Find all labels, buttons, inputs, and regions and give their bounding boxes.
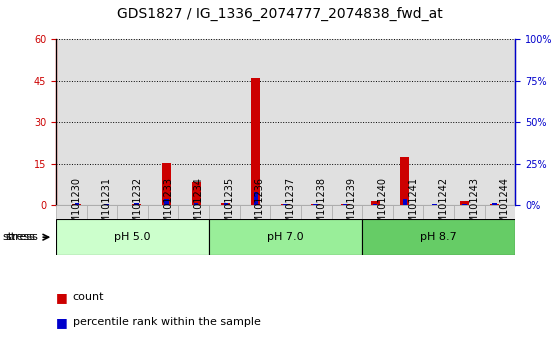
Bar bbox=[254, 192, 258, 205]
Bar bbox=[362, 205, 393, 219]
Text: GSM101236: GSM101236 bbox=[255, 177, 265, 236]
Bar bbox=[484, 205, 515, 219]
Bar bbox=[454, 205, 484, 219]
Text: GSM101231: GSM101231 bbox=[102, 177, 112, 236]
Bar bbox=[492, 203, 497, 205]
Bar bbox=[209, 219, 362, 255]
Bar bbox=[194, 203, 198, 205]
Bar bbox=[373, 204, 377, 205]
Bar bbox=[192, 182, 200, 205]
Bar bbox=[283, 204, 288, 205]
Bar bbox=[371, 201, 380, 205]
Text: stress: stress bbox=[3, 232, 36, 242]
Bar bbox=[490, 204, 499, 205]
Bar bbox=[56, 205, 87, 219]
Bar bbox=[56, 219, 209, 255]
Bar bbox=[423, 205, 454, 219]
Text: ■: ■ bbox=[56, 316, 68, 329]
Text: GSM101239: GSM101239 bbox=[347, 177, 357, 236]
Text: GSM101243: GSM101243 bbox=[469, 177, 479, 236]
Bar bbox=[222, 203, 230, 205]
Text: GSM101230: GSM101230 bbox=[71, 177, 81, 236]
Bar bbox=[462, 204, 466, 205]
Text: GSM101234: GSM101234 bbox=[194, 177, 204, 236]
Bar bbox=[332, 205, 362, 219]
Bar bbox=[460, 201, 469, 205]
Bar bbox=[343, 204, 347, 205]
Bar bbox=[393, 205, 423, 219]
Text: GSM101241: GSM101241 bbox=[408, 177, 418, 236]
Bar bbox=[301, 205, 332, 219]
Bar bbox=[105, 204, 109, 205]
Bar bbox=[148, 205, 179, 219]
Bar bbox=[164, 200, 169, 205]
Bar bbox=[403, 200, 407, 205]
Bar bbox=[270, 205, 301, 219]
Text: GSM101237: GSM101237 bbox=[286, 177, 296, 236]
Text: GSM101235: GSM101235 bbox=[225, 177, 235, 236]
Text: count: count bbox=[73, 292, 104, 302]
Bar bbox=[209, 205, 240, 219]
Text: percentile rank within the sample: percentile rank within the sample bbox=[73, 317, 260, 327]
Bar bbox=[240, 205, 270, 219]
Bar bbox=[87, 205, 117, 219]
Text: GSM101232: GSM101232 bbox=[133, 177, 143, 236]
Text: ■: ■ bbox=[56, 291, 68, 304]
Bar bbox=[179, 205, 209, 219]
Text: GSM101242: GSM101242 bbox=[438, 177, 449, 236]
Text: pH 8.7: pH 8.7 bbox=[421, 232, 457, 242]
Text: GSM101244: GSM101244 bbox=[500, 177, 510, 236]
Text: GSM101233: GSM101233 bbox=[163, 177, 173, 236]
Bar bbox=[400, 157, 409, 205]
Bar bbox=[134, 203, 139, 205]
Bar bbox=[362, 219, 515, 255]
Text: pH 7.0: pH 7.0 bbox=[267, 232, 304, 242]
Text: pH 5.0: pH 5.0 bbox=[114, 232, 151, 242]
Text: GSM101240: GSM101240 bbox=[377, 177, 388, 236]
Text: stress: stress bbox=[6, 232, 39, 242]
Bar bbox=[224, 203, 228, 205]
Bar bbox=[74, 203, 79, 205]
Bar bbox=[251, 78, 260, 205]
Bar bbox=[313, 204, 318, 205]
Bar bbox=[117, 205, 148, 219]
Bar bbox=[432, 204, 437, 205]
Text: GDS1827 / IG_1336_2074777_2074838_fwd_at: GDS1827 / IG_1336_2074777_2074838_fwd_at bbox=[117, 7, 443, 21]
Bar bbox=[162, 163, 171, 205]
Bar bbox=[281, 204, 290, 205]
Text: GSM101238: GSM101238 bbox=[316, 177, 326, 236]
